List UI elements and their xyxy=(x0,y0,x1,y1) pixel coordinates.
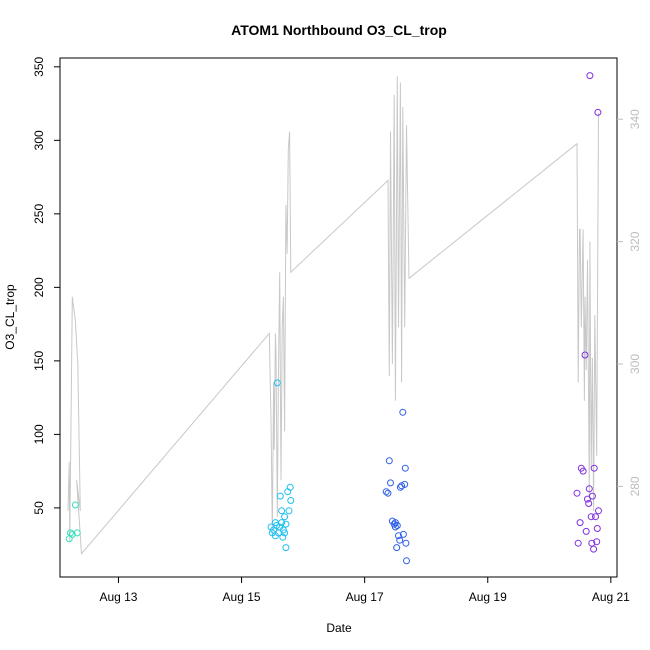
data-point xyxy=(285,507,293,515)
y2-tick-label: 300 xyxy=(628,354,642,374)
data-point xyxy=(282,544,290,552)
data-point xyxy=(385,457,393,465)
y-tick-label: 300 xyxy=(32,130,46,150)
data-point xyxy=(396,536,404,544)
x-tick-label: Aug 17 xyxy=(346,590,384,604)
y-tick-label: 150 xyxy=(32,351,46,371)
y-axis-right: 280 300 320 340 xyxy=(617,109,642,496)
y2-tick-label: 280 xyxy=(628,476,642,496)
y-tick-label: 50 xyxy=(32,501,46,515)
series-line xyxy=(67,76,599,555)
x-axis: Aug 13 Aug 15 Aug 17 Aug 19 Aug 21 xyxy=(99,577,630,604)
y-tick-label: 250 xyxy=(32,204,46,224)
x-tick-label: Aug 15 xyxy=(223,590,261,604)
data-point xyxy=(273,379,281,387)
data-point xyxy=(68,530,76,538)
data-point xyxy=(282,520,290,528)
y-axis-label: O3_CL_trop xyxy=(3,284,17,350)
data-point xyxy=(393,544,401,552)
y2-tick-label: 320 xyxy=(628,231,642,251)
data-point xyxy=(279,533,287,541)
data-point xyxy=(401,480,409,488)
data-point xyxy=(588,492,596,500)
data-point xyxy=(590,545,598,553)
chart-title: ATOM1 Northbound O3_CL_trop xyxy=(231,22,447,38)
data-point xyxy=(287,497,295,504)
data-point xyxy=(593,525,601,532)
data-point xyxy=(271,519,279,527)
y-tick-label: 100 xyxy=(32,424,46,444)
data-point xyxy=(582,527,590,535)
data-point xyxy=(395,532,402,540)
data-point xyxy=(584,495,591,503)
x-tick-label: Aug 21 xyxy=(592,590,630,604)
y2-tick-label: 340 xyxy=(628,109,642,129)
data-point xyxy=(281,513,289,521)
data-point xyxy=(278,507,286,515)
data-point xyxy=(590,464,598,472)
data-point xyxy=(401,464,409,472)
plot-border xyxy=(59,57,618,578)
data-point xyxy=(281,529,289,537)
data-point xyxy=(576,519,584,527)
data-point xyxy=(593,538,601,546)
scatter-points-layer xyxy=(65,72,602,565)
data-point xyxy=(391,523,399,531)
line-series-layer xyxy=(67,76,599,555)
x-tick-label: Aug 13 xyxy=(99,590,137,604)
data-point xyxy=(587,513,595,521)
data-point xyxy=(585,500,593,507)
data-point xyxy=(573,489,581,497)
data-point xyxy=(586,72,594,80)
data-point xyxy=(581,351,589,359)
data-point xyxy=(595,507,602,515)
data-point xyxy=(393,522,401,529)
y-axis-left: 50 100 150 200 250 300 350 xyxy=(32,56,60,515)
data-point xyxy=(67,529,74,537)
data-point xyxy=(73,529,81,537)
data-point xyxy=(585,485,593,493)
data-point xyxy=(592,513,599,521)
data-point xyxy=(276,492,284,500)
y-tick-label: 200 xyxy=(32,277,46,297)
data-point xyxy=(399,530,407,538)
data-point xyxy=(403,557,410,565)
data-point xyxy=(594,108,602,116)
x-axis-label: Date xyxy=(326,621,352,635)
data-point xyxy=(402,539,410,547)
y-tick-label: 350 xyxy=(32,56,46,76)
data-point xyxy=(579,467,587,475)
data-point xyxy=(71,501,79,509)
data-point xyxy=(384,489,392,497)
data-point xyxy=(286,483,294,491)
data-point xyxy=(399,408,407,416)
plot-frame xyxy=(59,57,618,578)
data-point xyxy=(387,479,394,487)
data-point xyxy=(382,488,390,496)
x-tick-label: Aug 19 xyxy=(469,590,507,604)
data-point xyxy=(574,539,582,547)
